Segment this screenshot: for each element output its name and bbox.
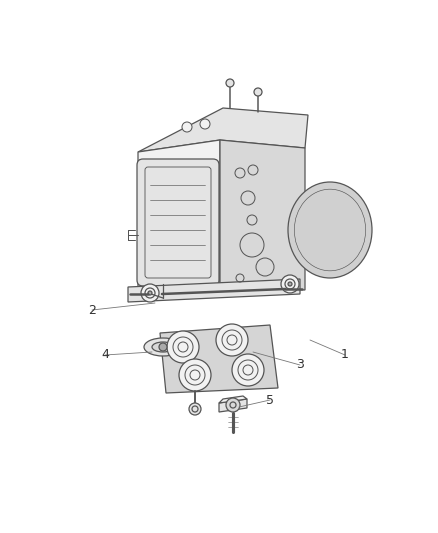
Polygon shape — [160, 325, 278, 393]
Circle shape — [159, 343, 167, 351]
Circle shape — [226, 398, 240, 412]
Circle shape — [232, 354, 264, 386]
FancyBboxPatch shape — [137, 159, 219, 286]
Circle shape — [182, 122, 192, 132]
Circle shape — [167, 331, 199, 363]
Text: 1: 1 — [341, 349, 349, 361]
Polygon shape — [128, 279, 300, 302]
Circle shape — [148, 291, 152, 295]
Polygon shape — [219, 396, 247, 403]
Polygon shape — [138, 108, 308, 152]
Text: 3: 3 — [296, 359, 304, 372]
Polygon shape — [138, 140, 220, 295]
Circle shape — [141, 284, 159, 302]
Polygon shape — [220, 140, 305, 290]
Polygon shape — [219, 399, 247, 412]
Ellipse shape — [152, 342, 174, 352]
Text: 2: 2 — [88, 303, 96, 317]
Circle shape — [288, 282, 292, 286]
Circle shape — [216, 324, 248, 356]
Circle shape — [281, 275, 299, 293]
Ellipse shape — [144, 338, 182, 356]
Circle shape — [179, 359, 211, 391]
Circle shape — [200, 119, 210, 129]
Text: 4: 4 — [101, 349, 109, 361]
Ellipse shape — [288, 182, 372, 278]
Circle shape — [254, 88, 262, 96]
Circle shape — [189, 403, 201, 415]
Text: 5: 5 — [266, 393, 274, 407]
Circle shape — [226, 79, 234, 87]
